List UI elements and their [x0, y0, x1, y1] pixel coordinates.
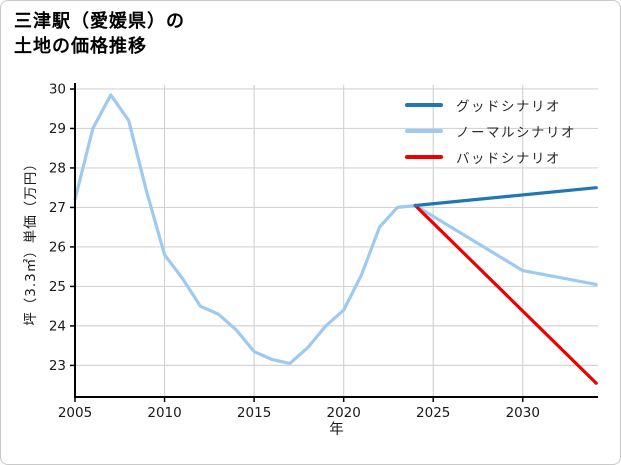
- y-tick-label: 27: [49, 200, 66, 216]
- legend-item-normal: ノーマルシナリオ: [405, 118, 576, 144]
- legend-line-normal-icon: [405, 129, 443, 133]
- legend-label-normal: ノーマルシナリオ: [456, 125, 576, 141]
- y-tick-label: 25: [49, 279, 66, 295]
- y-tick-label: 23: [49, 358, 66, 374]
- x-tick-label: 2030: [506, 405, 540, 421]
- legend-label-good: グッドシナリオ: [456, 99, 561, 115]
- y-tick-label: 28: [49, 160, 66, 176]
- legend-item-good: グッドシナリオ: [405, 92, 576, 118]
- x-tick-label: 2005: [58, 405, 92, 421]
- series-line-normal-scenario: [413, 203, 598, 286]
- chart-title-line1: 三津駅（愛媛県）の: [14, 11, 185, 32]
- x-tick-label: 2020: [326, 405, 360, 421]
- legend-line-good-icon: [405, 103, 443, 107]
- y-tick-label: 30: [49, 81, 66, 97]
- chart-title: 三津駅（愛媛県）の 土地の価格推移: [14, 9, 185, 59]
- y-tick-label: 24: [49, 318, 66, 334]
- x-tick-label: 2025: [416, 405, 450, 421]
- chart-title-line2: 土地の価格推移: [14, 36, 147, 57]
- legend: グッドシナリオ ノーマルシナリオ バッドシナリオ: [405, 92, 576, 170]
- y-tick-label: 29: [49, 121, 66, 137]
- legend-label-bad: バッドシナリオ: [456, 151, 561, 167]
- legend-line-bad-icon: [405, 155, 443, 159]
- y-axis-title: 坪（3.3㎡）単価（万円）: [23, 156, 39, 326]
- x-axis-title: 年: [329, 422, 344, 438]
- x-tick-label: 2010: [147, 405, 181, 421]
- legend-item-bad: バッドシナリオ: [405, 144, 576, 170]
- x-tick-label: 2015: [237, 405, 271, 421]
- y-tick-label: 26: [49, 239, 66, 255]
- series-line-historical: [73, 93, 417, 365]
- series-line-bad-scenario: [413, 203, 598, 385]
- series-line-good-scenario: [413, 186, 598, 208]
